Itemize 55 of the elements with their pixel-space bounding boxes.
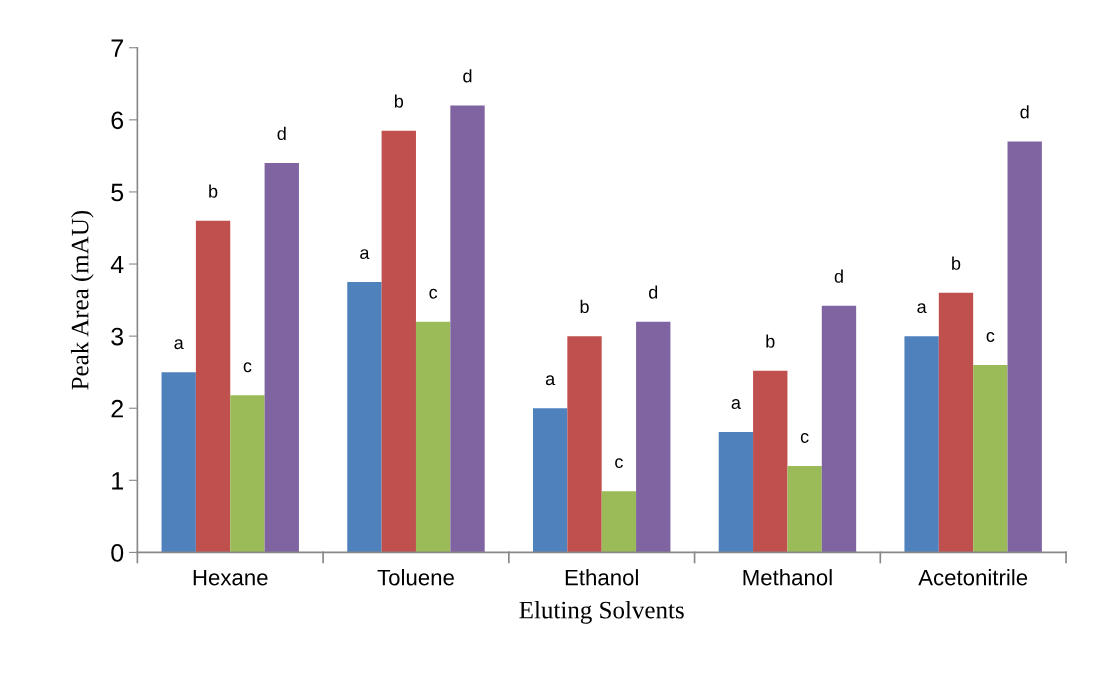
bar <box>532 408 568 553</box>
bar <box>718 432 754 553</box>
bar <box>601 491 637 553</box>
data-label: c <box>243 362 252 373</box>
data-label: b <box>766 334 775 348</box>
y-tick-label: 5 <box>111 183 124 202</box>
data-label: c <box>986 332 995 342</box>
bar <box>230 395 265 553</box>
bar <box>567 336 602 553</box>
data-label: d <box>463 69 472 83</box>
y-tick-label: 3 <box>111 327 124 346</box>
y-tick-label: 0 <box>111 544 124 562</box>
bar <box>264 163 299 553</box>
data-label: a <box>731 399 741 409</box>
bar <box>904 336 939 553</box>
y-tick-label: 7 <box>111 39 123 57</box>
bar <box>381 130 416 553</box>
data-label: b <box>394 94 404 108</box>
x-tick-label: Methanol <box>743 569 832 586</box>
x-tick-label: Acetonitrile <box>918 569 1028 586</box>
x-tick-label: Hexane <box>193 569 268 586</box>
data-label: a <box>545 375 556 386</box>
bar <box>347 282 382 553</box>
bar <box>636 321 671 553</box>
data-label: b <box>580 299 589 314</box>
data-label: a <box>360 249 370 260</box>
data-label: a <box>917 303 927 314</box>
y-tick-label: 4 <box>110 255 124 274</box>
x-tick-label: Ethanol <box>565 569 638 586</box>
y-axis-title: Peak Area (mAU) <box>70 210 94 390</box>
y-tick-label: 6 <box>111 111 124 130</box>
bar <box>1007 141 1042 553</box>
bar <box>938 292 974 553</box>
bar <box>787 465 822 553</box>
x-axis-title: Eluting Solvents <box>519 600 684 624</box>
data-label: c <box>615 458 623 469</box>
data-label: b <box>952 256 961 270</box>
data-label: c <box>429 288 438 299</box>
bar <box>450 105 485 553</box>
bar <box>821 305 857 553</box>
data-label: d <box>1020 105 1029 119</box>
data-label: d <box>834 269 843 283</box>
y-tick-label: 1 <box>112 472 123 490</box>
data-label: d <box>277 126 286 141</box>
data-label: a <box>174 339 184 350</box>
data-label: c <box>800 433 809 443</box>
data-label: b <box>209 184 218 198</box>
bar <box>415 321 451 553</box>
data-label: d <box>648 285 658 299</box>
bar <box>753 370 788 553</box>
bar <box>195 220 231 553</box>
bar <box>973 364 1008 553</box>
bar <box>161 372 196 553</box>
x-tick-label: Toluene <box>377 569 454 586</box>
y-tick-label: 2 <box>111 399 123 418</box>
